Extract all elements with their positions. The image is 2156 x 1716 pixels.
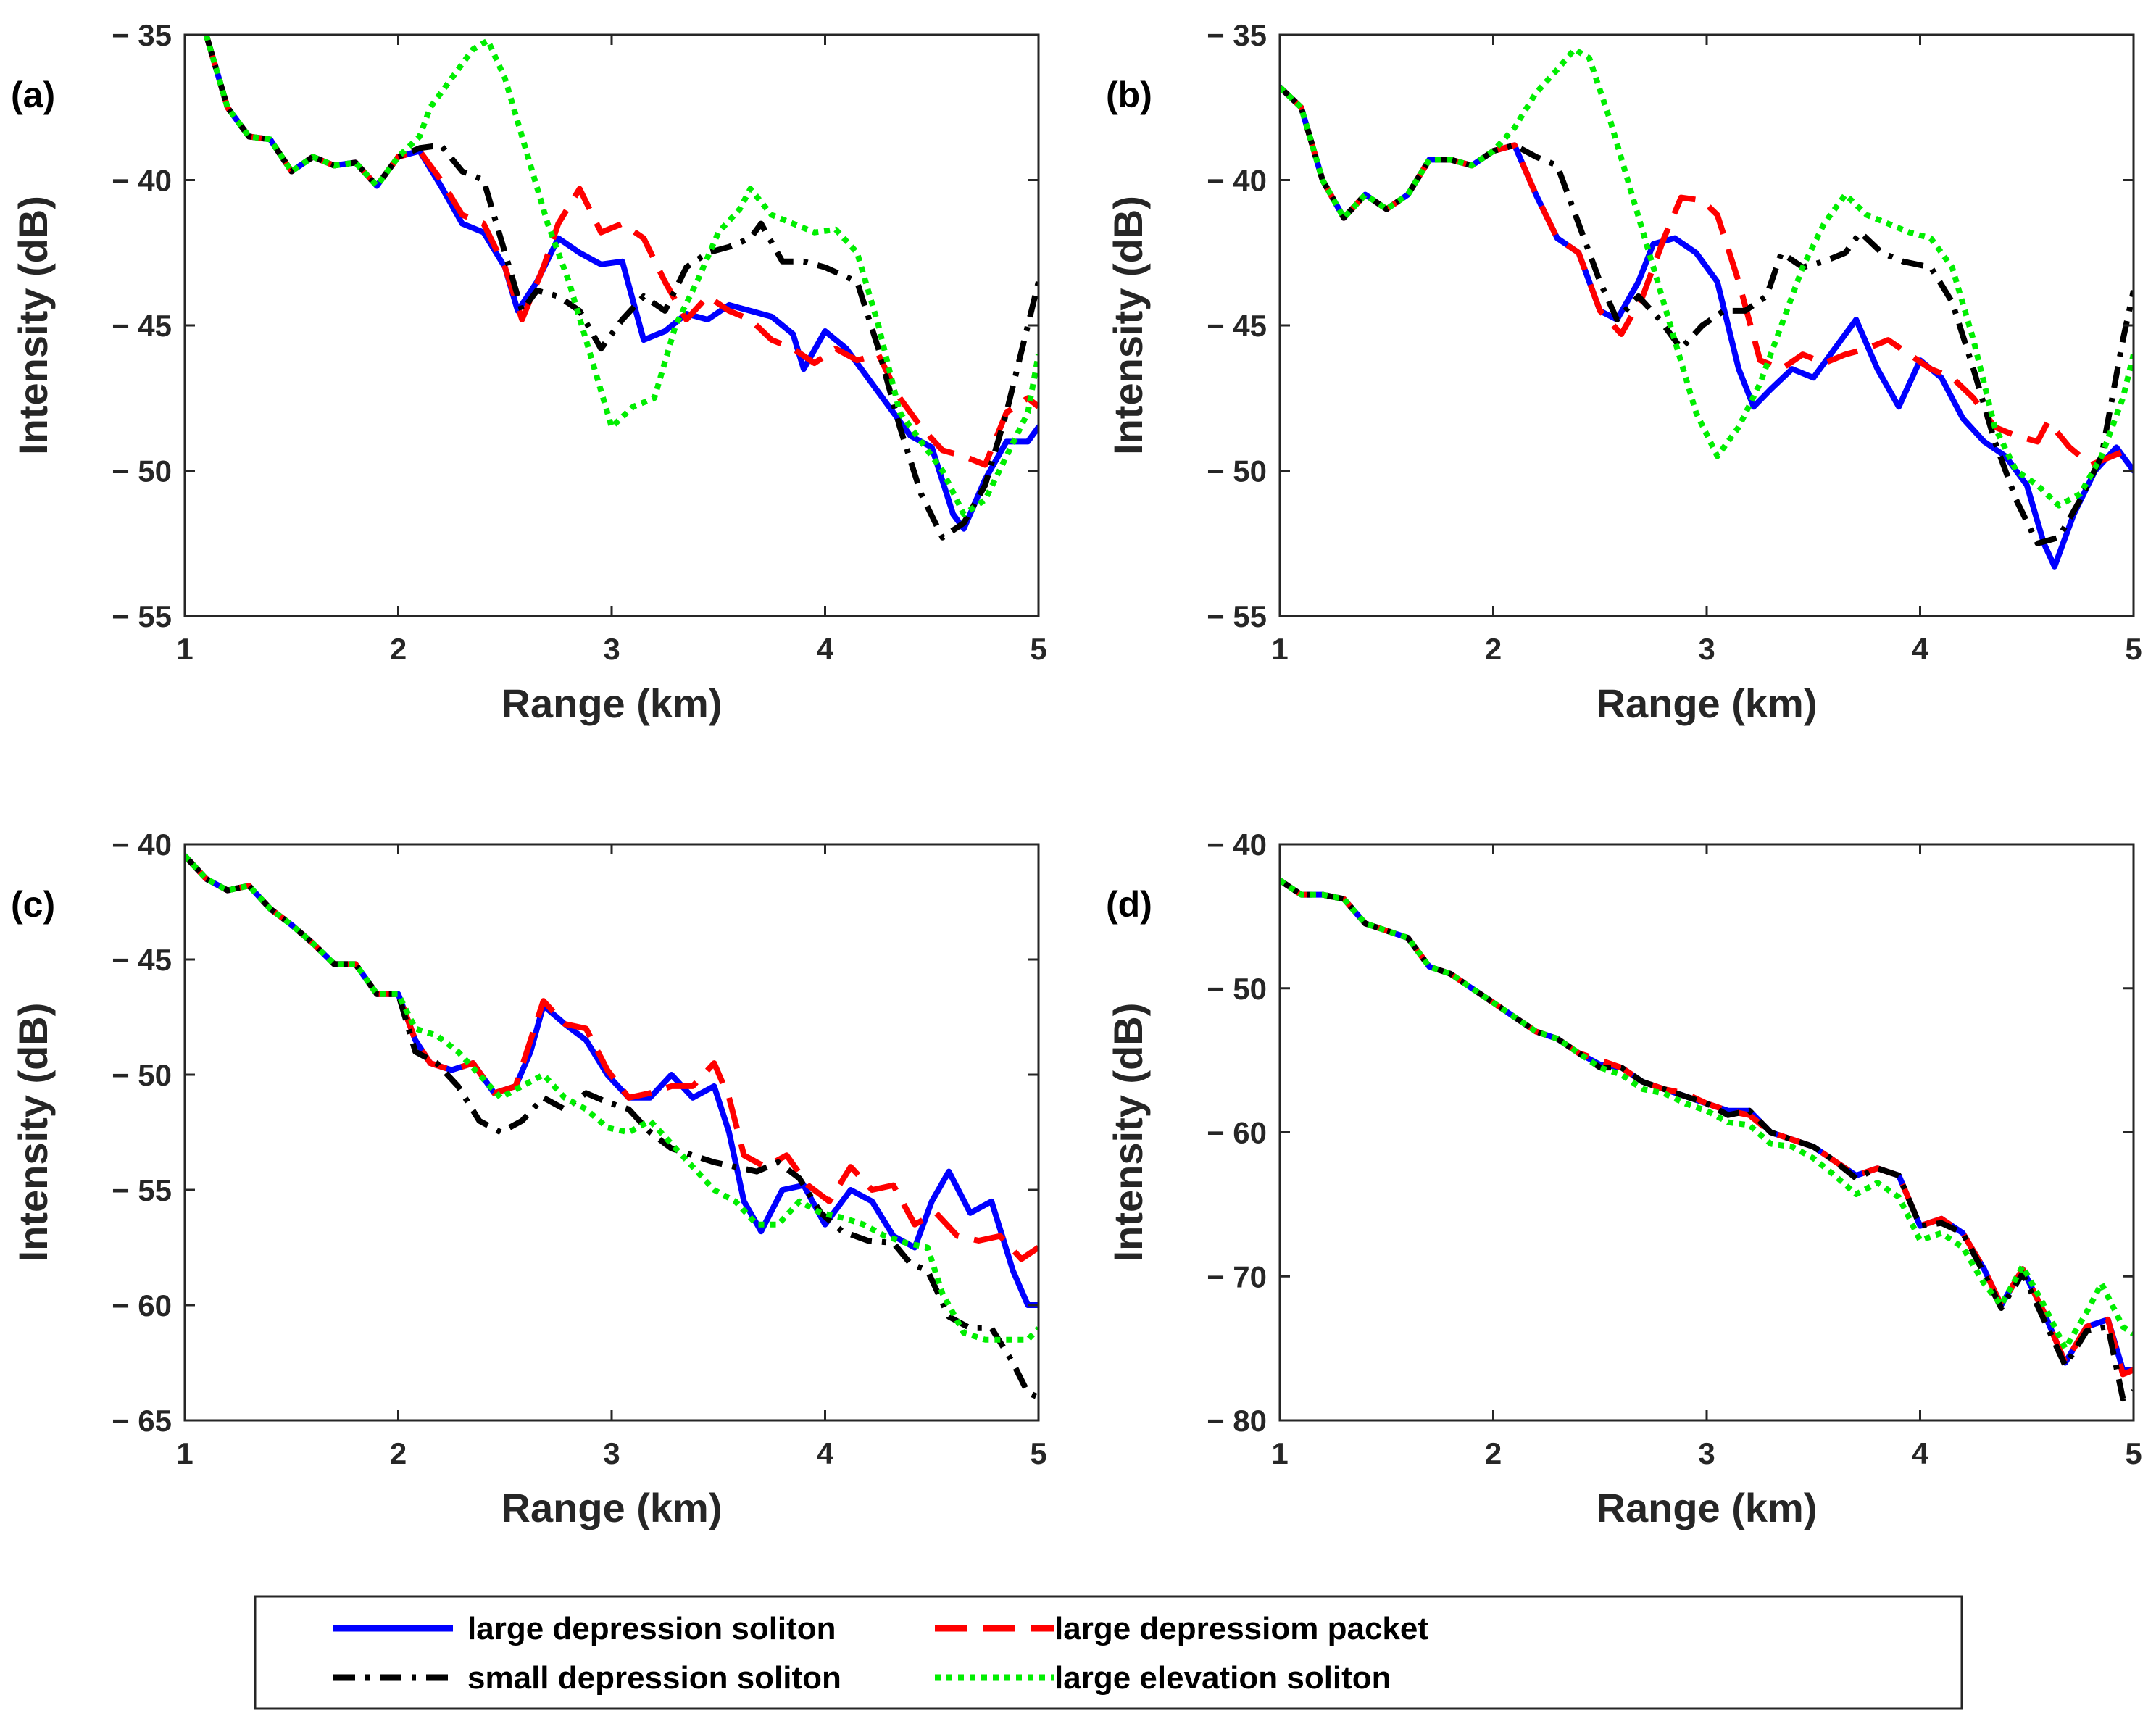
x-axis-label: Range (km) <box>501 1485 723 1530</box>
series-line-large-depressiom-packet <box>203 35 1039 468</box>
x-tick-label: 5 <box>2125 632 2142 666</box>
legend-label: large depression soliton <box>467 1611 836 1646</box>
y-tick-label: − 40 <box>112 164 172 198</box>
series-line-large-elevation-soliton <box>1280 878 2134 1351</box>
x-tick-label: 1 <box>1271 1436 1288 1470</box>
y-tick-label: − 60 <box>1207 1116 1267 1150</box>
x-tick-label: 2 <box>390 632 407 666</box>
x-tick-label: 4 <box>1912 1436 1929 1470</box>
y-axis-label: Intensity (dB) <box>1105 196 1151 455</box>
y-tick-label: − 50 <box>1207 454 1267 488</box>
y-tick-label: − 45 <box>1207 309 1267 343</box>
series-line-small-depression-soliton <box>1280 85 2134 546</box>
y-tick-label: − 35 <box>112 18 172 52</box>
x-tick-label: 5 <box>1030 632 1046 666</box>
series-line-large-depression-soliton <box>1280 84 2134 570</box>
x-tick-label: 2 <box>1485 1436 1502 1470</box>
x-axis-label: Range (km) <box>501 680 723 726</box>
series-line-large-depressiom-packet <box>1280 878 2134 1378</box>
x-tick-label: 4 <box>817 632 834 666</box>
panel-a: 1 2 3 4 5 − 35 − 40 − 45 − 50 − 55 Range (km) Inten… <box>10 18 1047 726</box>
x-axis-label: Range (km) <box>1597 680 1818 726</box>
x-tick-label: 3 <box>1698 1436 1715 1470</box>
y-axis-label: Intensity (dB) <box>10 196 56 455</box>
y-tick-label: − 70 <box>1207 1259 1267 1294</box>
x-tick-label: 3 <box>1698 632 1715 666</box>
y-tick-label: − 50 <box>1207 972 1267 1006</box>
y-axis-label: Intensity (dB) <box>10 1003 56 1262</box>
legend-label: small depression soliton <box>467 1660 841 1696</box>
x-tick-label: 2 <box>390 1436 407 1470</box>
x-tick-label: 4 <box>817 1436 834 1470</box>
x-tick-label: 3 <box>603 1436 620 1470</box>
x-axis-label: Range (km) <box>1597 1485 1818 1530</box>
panel-label: (c) <box>11 884 55 925</box>
y-tick-label: − 40 <box>1207 828 1267 862</box>
y-axis-label: Intensity (dB) <box>1105 1003 1151 1262</box>
panel-label: (a) <box>11 75 55 115</box>
y-tick-label: − 55 <box>112 599 172 633</box>
panel-b: 1 2 3 4 5 − 35 − 40 − 45 − 50 − 55 Range (km) Inten… <box>1105 18 2142 726</box>
x-tick-label: 5 <box>1030 1436 1046 1470</box>
y-tick-label: − 80 <box>1207 1404 1267 1438</box>
y-tick-label: − 50 <box>112 454 172 488</box>
plot-area <box>1280 844 2134 1420</box>
panel-label: (d) <box>1106 884 1152 925</box>
panel-c: 1 2 3 4 5 − 40 − 45 − 50 − 55 − 60 − 65 Range (km) I… <box>10 828 1047 1530</box>
y-tick-label: − 40 <box>1207 164 1267 198</box>
legend: large depression soliton large depressiom… <box>254 1595 1963 1710</box>
x-tick-label: 5 <box>2125 1436 2142 1470</box>
x-tick-label: 1 <box>1271 632 1288 666</box>
y-tick-label: − 50 <box>112 1058 172 1092</box>
y-tick-label: − 55 <box>112 1173 172 1207</box>
y-tick-label: − 35 <box>1207 18 1267 52</box>
x-tick-label: 2 <box>1485 632 1502 666</box>
y-tick-label: − 55 <box>1207 599 1267 633</box>
legend-box <box>254 1595 1963 1710</box>
y-tick-label: − 45 <box>112 943 172 977</box>
panel-d: 1 2 3 4 5 − 40 − 50 − 60 − 70 − 80 Range (km) Inten… <box>1105 828 2142 1530</box>
panel-label: (b) <box>1106 75 1152 115</box>
y-tick-label: − 60 <box>112 1288 172 1323</box>
y-tick-label: − 40 <box>112 828 172 862</box>
x-tick-label: 1 <box>176 632 193 666</box>
plot-area <box>185 844 1039 1420</box>
legend-label: large elevation soliton <box>1054 1660 1391 1696</box>
series-line-large-elevation-soliton <box>185 854 1039 1343</box>
x-tick-label: 1 <box>176 1436 193 1470</box>
legend-label: large depressiom packet <box>1054 1611 1428 1646</box>
series-line-large-elevation-soliton <box>1280 46 2134 509</box>
y-tick-label: − 65 <box>112 1404 172 1438</box>
plot-area <box>185 35 1039 616</box>
x-tick-label: 4 <box>1912 632 1929 666</box>
y-tick-label: − 45 <box>112 309 172 343</box>
x-tick-label: 3 <box>603 632 620 666</box>
